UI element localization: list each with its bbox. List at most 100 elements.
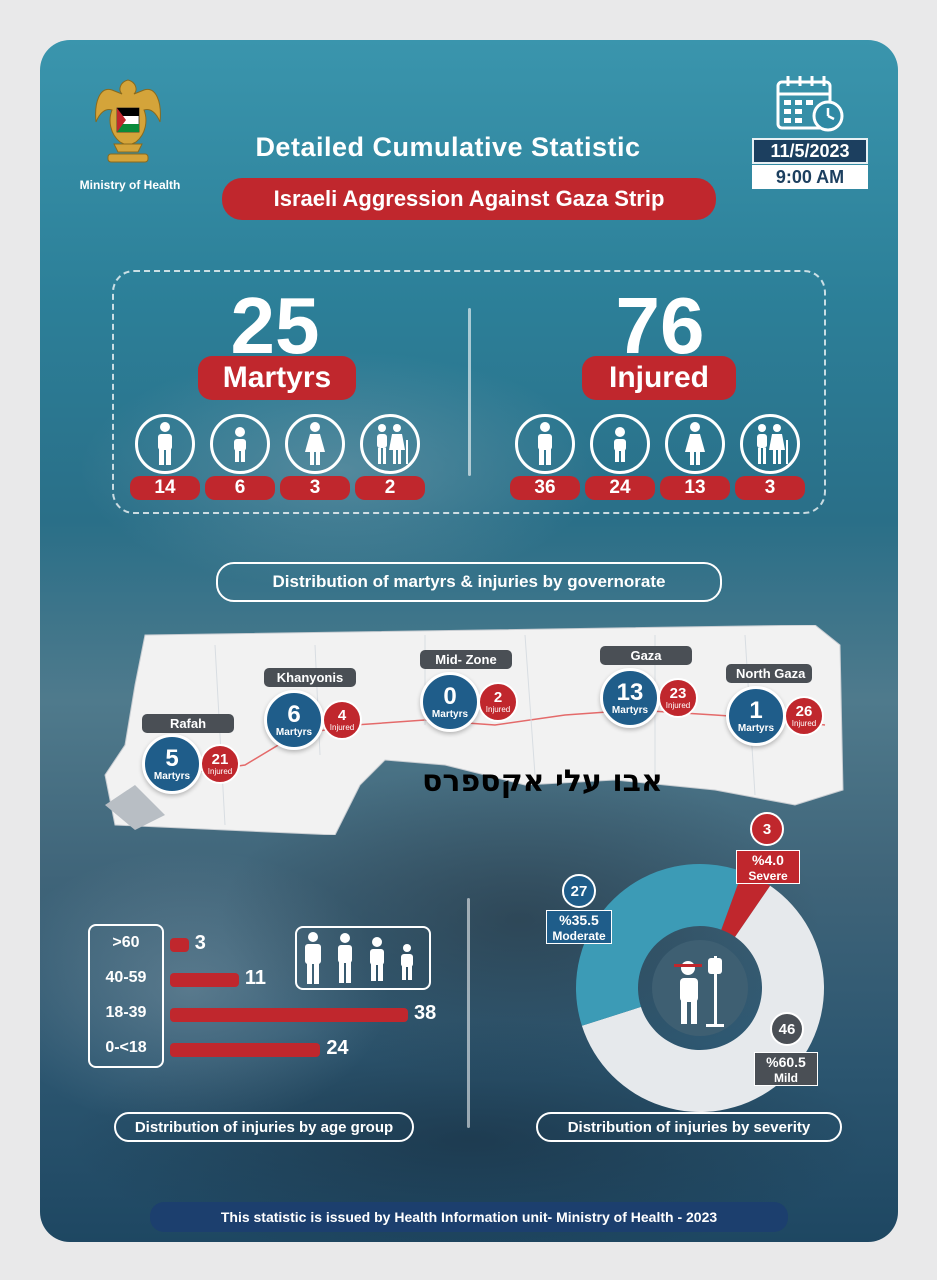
injured-breakdown: 36 24 13 3	[510, 414, 820, 504]
governorate-injured-gaza: 23 Injured	[658, 678, 698, 718]
injured-women-count: 13	[660, 476, 730, 500]
date-label: 11/5/2023	[752, 138, 868, 164]
watermark-text: אבו עלי אקספרס	[422, 764, 663, 799]
woman-icon	[665, 414, 725, 474]
child-icon	[590, 414, 650, 474]
governorate-injured-khanyonis: 4 Injured	[322, 700, 362, 740]
mild-name: Mild	[774, 1071, 798, 1085]
governorate-label-khanyonis: Khanyonis	[264, 668, 356, 687]
injured-count: 21	[211, 751, 229, 768]
martyrs-count: 1	[749, 696, 763, 724]
governorate-injured-north-gaza: 26 Injured	[784, 696, 824, 736]
page-subtitle: Israeli Aggression Against Gaza Strip	[222, 178, 716, 220]
totals-panel	[112, 270, 826, 514]
age-group-chart: >60 3 40-59 11 18-39 38 0-<18 24	[88, 924, 468, 1068]
martyrs-women-count: 3	[280, 476, 350, 500]
severity-slice-moderate	[576, 864, 743, 1026]
governorate-label-rafah: Rafah	[142, 714, 234, 733]
governorate-martyrs-mid-zone: 0 Martyrs	[420, 672, 480, 732]
injured-men-count: 36	[510, 476, 580, 500]
child-icon	[210, 414, 270, 474]
injured-caption: Injured	[665, 701, 691, 710]
injured-total: 76	[615, 281, 705, 370]
injured-caption: Injured	[791, 719, 817, 728]
martyrs-caption: Martyrs	[275, 726, 313, 738]
page-title: Detailed Cumulative Statistic	[255, 132, 641, 162]
injured-caption: Injured	[329, 723, 355, 732]
severe-count: 3	[750, 812, 784, 846]
time-label: 9:00 AM	[752, 165, 868, 189]
severe-tag: %4.0 Severe	[736, 850, 800, 884]
governorate-martyrs-gaza: 13 Martyrs	[600, 668, 660, 728]
age-bar	[170, 973, 239, 987]
severe-percent: %4.0	[752, 852, 784, 868]
martyrs-men-count: 14	[130, 476, 200, 500]
injured-elderly-count: 3	[735, 476, 805, 500]
man-icon	[135, 414, 195, 474]
age-labels-box	[88, 924, 164, 1068]
age-bar	[170, 1043, 321, 1057]
age-group-heading: Distribution of injuries by age group	[114, 1112, 414, 1142]
martyrs-label: Martyrs	[198, 356, 356, 400]
martyrs-total: 25	[230, 281, 320, 370]
governorate-martyrs-rafah: 5 Martyrs	[142, 734, 202, 794]
elderly-icon	[740, 414, 800, 474]
age-bar	[170, 938, 189, 952]
woman-icon	[285, 414, 345, 474]
mild-count: 46	[770, 1012, 804, 1046]
moderate-percent: %35.5	[559, 912, 599, 928]
age-bar	[170, 1008, 408, 1022]
martyrs-children-count: 6	[205, 476, 275, 500]
injured-count: 4	[337, 707, 347, 724]
governorate-label-gaza: Gaza	[600, 646, 692, 665]
martyrs-caption: Martyrs	[611, 704, 649, 716]
martyrs-elderly-count: 2	[355, 476, 425, 500]
governorate-label-north-gaza: North Gaza	[726, 664, 812, 683]
martyrs-caption: Martyrs	[431, 708, 469, 720]
injured-label: Injured	[582, 356, 736, 400]
governorate-label-mid-zone: Mid- Zone	[420, 650, 512, 669]
infographic-card: Ministry of Health Detailed Cumulative S…	[40, 40, 898, 1242]
martyrs-breakdown: 14 6 3 2	[130, 414, 430, 504]
age-value: 3	[194, 932, 206, 954]
age-people-icon	[305, 932, 413, 984]
mild-tag: %60.5 Mild	[754, 1052, 818, 1086]
age-label: 40-59	[105, 969, 147, 986]
injured-caption: Injured	[485, 705, 511, 714]
age-value: 24	[326, 1037, 349, 1059]
injured-count: 26	[795, 703, 813, 720]
elderly-icon	[360, 414, 420, 474]
age-label: >60	[112, 934, 140, 951]
injured-count: 2	[493, 689, 503, 706]
calendar-clock-icon	[776, 76, 844, 132]
patient-iv-icon	[652, 940, 748, 1036]
lower-divider	[467, 898, 470, 1128]
martyrs-count: 13	[616, 678, 644, 706]
governorate-heading: Distribution of martyrs & injuries by go…	[216, 562, 722, 602]
martyrs-caption: Martyrs	[737, 722, 775, 734]
severity-heading: Distribution of injuries by severity	[536, 1112, 842, 1142]
age-label: 0-<18	[105, 1039, 147, 1056]
moderate-name: Moderate	[552, 929, 606, 943]
severe-name: Severe	[748, 869, 788, 883]
governorate-martyrs-north-gaza: 1 Martyrs	[726, 686, 786, 746]
age-people-box	[295, 926, 431, 990]
eagle-logo-icon	[95, 79, 161, 163]
man-icon	[515, 414, 575, 474]
totals-divider	[468, 308, 471, 476]
martyrs-count: 6	[287, 700, 301, 728]
age-value: 38	[414, 1002, 437, 1024]
injured-caption: Injured	[207, 767, 233, 776]
governorate-injured-rafah: 21 Injured	[200, 744, 240, 784]
martyrs-count: 0	[443, 682, 457, 710]
moderate-tag: %35.5 Moderate	[546, 910, 612, 944]
mild-percent: %60.5	[766, 1054, 806, 1070]
footer-note: This statistic is issued by Health Infor…	[150, 1202, 788, 1232]
martyrs-caption: Martyrs	[153, 770, 191, 782]
governorate-martyrs-khanyonis: 6 Martyrs	[264, 690, 324, 750]
ministry-label: Ministry of Health	[79, 178, 181, 192]
injured-children-count: 24	[585, 476, 655, 500]
injured-count: 23	[669, 685, 687, 702]
moderate-count: 27	[562, 874, 596, 908]
severity-slice-severe	[721, 871, 771, 937]
